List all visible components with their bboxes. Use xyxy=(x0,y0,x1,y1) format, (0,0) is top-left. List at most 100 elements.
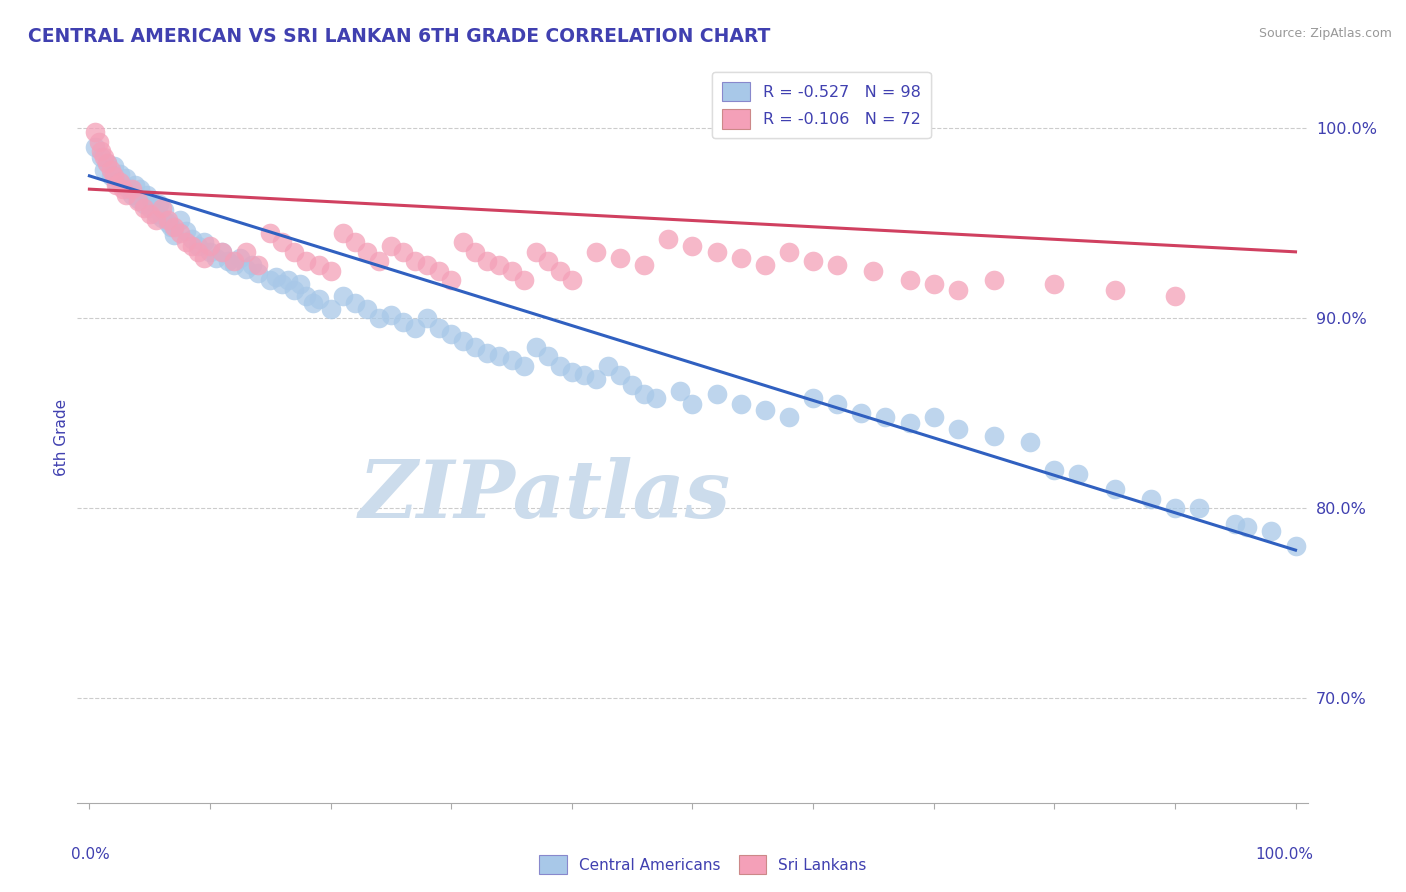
Point xyxy=(93,163,115,178)
Point xyxy=(103,159,125,173)
Point xyxy=(112,178,135,193)
Point xyxy=(198,244,221,259)
Point xyxy=(477,254,499,268)
Point xyxy=(211,244,233,259)
Point xyxy=(801,254,824,268)
Point xyxy=(898,273,921,287)
Text: ZIPatlas: ZIPatlas xyxy=(359,457,731,534)
Point xyxy=(440,326,463,341)
Point xyxy=(295,288,318,302)
Point xyxy=(983,273,1005,287)
Point xyxy=(1164,501,1187,516)
Point xyxy=(156,216,179,230)
Point xyxy=(229,251,252,265)
Point xyxy=(645,391,668,405)
Point xyxy=(193,251,215,265)
Point xyxy=(609,251,631,265)
Point xyxy=(124,178,146,193)
Point xyxy=(548,264,571,278)
Point xyxy=(512,359,534,373)
Point xyxy=(138,201,160,215)
Text: 0.0%: 0.0% xyxy=(72,847,110,862)
Point xyxy=(501,264,523,278)
Point xyxy=(851,406,873,420)
Point xyxy=(174,235,197,250)
Point xyxy=(922,410,945,425)
Point xyxy=(1225,516,1247,531)
Point xyxy=(295,254,318,268)
Point xyxy=(114,187,136,202)
Point xyxy=(93,150,115,164)
Point xyxy=(121,187,143,202)
Point xyxy=(778,410,800,425)
Point xyxy=(319,301,342,316)
Point xyxy=(464,244,486,259)
Point xyxy=(132,197,155,211)
Point xyxy=(1067,467,1090,482)
Point xyxy=(96,155,118,169)
Text: CENTRAL AMERICAN VS SRI LANKAN 6TH GRADE CORRELATION CHART: CENTRAL AMERICAN VS SRI LANKAN 6TH GRADE… xyxy=(28,27,770,45)
Point xyxy=(163,220,186,235)
Point xyxy=(1139,491,1161,506)
Point xyxy=(332,226,354,240)
Point xyxy=(1104,483,1126,497)
Point xyxy=(266,269,288,284)
Point xyxy=(524,340,547,354)
Point xyxy=(332,288,354,302)
Point xyxy=(100,163,122,178)
Point xyxy=(548,359,571,373)
Point xyxy=(946,421,969,435)
Point xyxy=(669,384,692,398)
Point xyxy=(609,368,631,383)
Point xyxy=(150,211,173,225)
Point xyxy=(108,167,131,181)
Point xyxy=(114,170,136,185)
Point xyxy=(180,239,202,253)
Point xyxy=(657,231,679,245)
Point xyxy=(875,410,897,425)
Point xyxy=(633,387,655,401)
Point xyxy=(706,244,728,259)
Point xyxy=(1164,288,1187,302)
Point xyxy=(141,194,163,208)
Point xyxy=(825,258,848,272)
Point xyxy=(392,315,415,329)
Point xyxy=(187,244,209,259)
Point xyxy=(477,345,499,359)
Point xyxy=(174,224,197,238)
Point xyxy=(380,308,402,322)
Point xyxy=(211,244,233,259)
Point xyxy=(224,254,246,268)
Legend: R = -0.527   N = 98, R = -0.106   N = 72: R = -0.527 N = 98, R = -0.106 N = 72 xyxy=(711,72,931,138)
Point xyxy=(100,169,122,183)
Point xyxy=(308,293,330,307)
Text: 100.0%: 100.0% xyxy=(1256,847,1313,862)
Point xyxy=(150,201,173,215)
Point xyxy=(117,182,139,196)
Point xyxy=(138,207,160,221)
Point xyxy=(453,334,475,348)
Point xyxy=(108,175,131,189)
Point xyxy=(983,429,1005,443)
Point xyxy=(96,155,118,169)
Point xyxy=(198,239,221,253)
Y-axis label: 6th Grade: 6th Grade xyxy=(53,399,69,475)
Point xyxy=(169,226,191,240)
Point xyxy=(217,254,239,268)
Point xyxy=(283,283,305,297)
Point xyxy=(343,296,366,310)
Point xyxy=(90,144,112,158)
Point xyxy=(561,365,583,379)
Point xyxy=(404,321,426,335)
Point xyxy=(1284,539,1306,553)
Point xyxy=(247,258,270,272)
Point xyxy=(464,340,486,354)
Point xyxy=(271,235,294,250)
Point xyxy=(367,254,389,268)
Point xyxy=(103,169,125,183)
Point xyxy=(682,239,704,253)
Point xyxy=(1260,524,1282,538)
Point xyxy=(512,273,534,287)
Point xyxy=(127,194,149,208)
Point xyxy=(180,231,202,245)
